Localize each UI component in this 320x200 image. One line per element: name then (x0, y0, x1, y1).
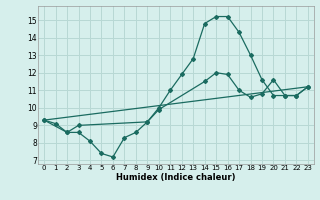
X-axis label: Humidex (Indice chaleur): Humidex (Indice chaleur) (116, 173, 236, 182)
